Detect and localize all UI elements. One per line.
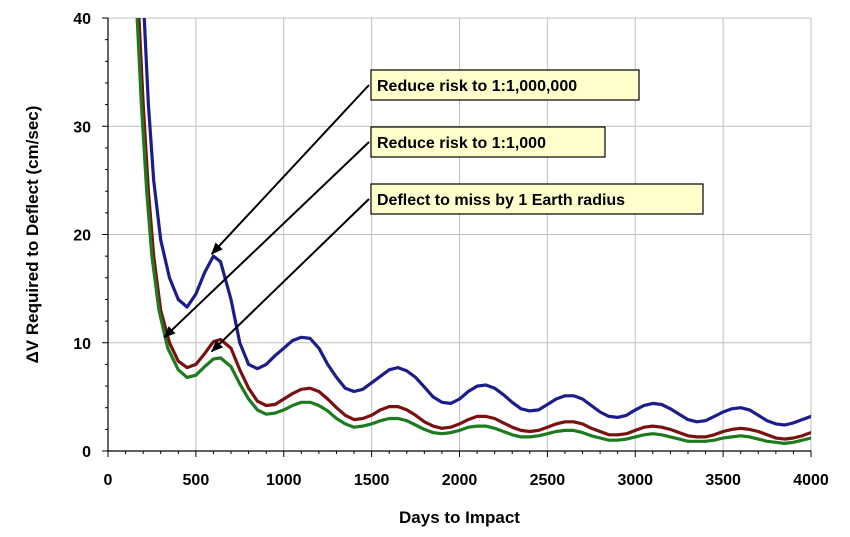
annotation-arrow [210, 198, 370, 353]
x-axis-title: Days to Impact [399, 508, 520, 527]
annotations-layer: Reduce risk to 1:1,000,000 Reduce risk to… [163, 69, 704, 353]
series-layer [135, 18, 811, 445]
annotation-arrow [163, 141, 370, 339]
x-tick-label: 3500 [705, 472, 741, 489]
annotation-box [370, 126, 606, 158]
y-tick-label: 10 [73, 336, 91, 353]
annotation-box [370, 69, 640, 101]
annotation-box [370, 183, 704, 215]
y-tick-label: 20 [73, 228, 91, 245]
x-tick-label: 500 [183, 472, 210, 489]
x-tick-label: 2000 [442, 472, 478, 489]
annotation-label: Deflect to miss by 1 Earth radius [377, 192, 625, 209]
series-line-2 [137, 18, 811, 441]
x-tick-label: 0 [104, 472, 113, 489]
annotation-arrow [210, 84, 370, 255]
annotation-label: Reduce risk to 1:1,000,000 [377, 78, 577, 95]
y-tick-label: 0 [82, 444, 91, 461]
series-line-1 [142, 18, 811, 427]
y-tick-label: 40 [73, 11, 91, 28]
x-tick-label: 4000 [793, 472, 829, 489]
y-axis-title: ΔV Required to Deflect (cm/sec) [23, 106, 42, 364]
x-tick-label: 1000 [266, 472, 302, 489]
x-tick-label: 1500 [354, 472, 390, 489]
series-line-3 [135, 18, 811, 445]
annotation-label: Reduce risk to 1:1,000 [377, 135, 546, 152]
x-tick-label: 3000 [617, 472, 653, 489]
axes: 0 500 1000 1500 2000 2500 3000 3500 4000 0 10 20 30 4… [73, 11, 829, 489]
x-tick-label: 2500 [530, 472, 566, 489]
y-tick-label: 30 [73, 119, 91, 136]
